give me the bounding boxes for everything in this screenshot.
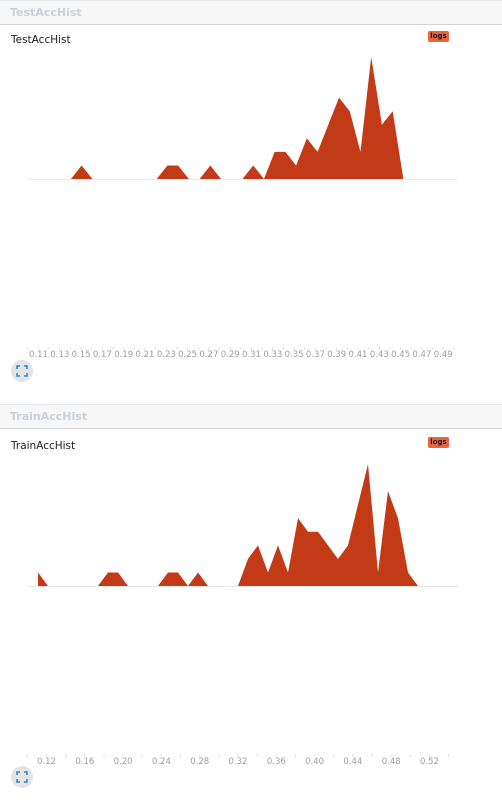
x-tick-label: 0.24	[152, 757, 171, 767]
x-tick-label: 0.28	[190, 757, 209, 767]
expand-icon	[16, 771, 28, 783]
x-tick-label: 0.25	[178, 350, 197, 360]
panel-2-chart: 0.12 0.16 0.20 0.24 0.28 0.32 0.36 0.40 0.44 0.48…	[26, 464, 458, 767]
x-tick-label: 0.40	[305, 757, 324, 767]
x-tick-label: 0.13	[50, 350, 69, 360]
x-tick-label: 0.19	[114, 350, 133, 360]
panel-1-header[interactable]: TestAccHist	[0, 0, 502, 25]
x-tick-label: 0.35	[285, 350, 304, 360]
x-tick-label: 0.37	[306, 350, 325, 360]
panel-2-header[interactable]: TrainAccHist	[0, 404, 502, 429]
x-tick-label: 0.52	[420, 757, 439, 767]
x-tick-label: 0.11	[29, 350, 48, 360]
expand-icon	[16, 365, 28, 377]
x-tick-label: 0.27	[199, 350, 218, 360]
x-tick-label: 0.44	[343, 757, 362, 767]
panel-1-expand-button[interactable]	[11, 360, 33, 382]
area-series	[38, 464, 448, 586]
x-tick-label: 0.29	[221, 350, 240, 360]
panel-1-header-title: TestAccHist	[10, 6, 82, 19]
x-tick-label: 0.23	[157, 350, 176, 360]
panel-2-header-title: TrainAccHist	[10, 410, 88, 423]
x-tick-label: 0.15	[72, 350, 91, 360]
x-tick-label: 0.31	[242, 350, 261, 360]
panel-1-chart: 0.11 0.13 0.15 0.17 0.19 0.21 0.23 0.25 0.27 0.29…	[27, 57, 457, 360]
panel-1-logs-badge[interactable]: logs	[428, 31, 449, 42]
panel-2-expand-button[interactable]	[11, 766, 33, 788]
x-tick-label: 0.49	[434, 350, 453, 360]
x-tick-label: 0.16	[75, 757, 94, 767]
x-tick-label: 0.32	[229, 757, 248, 767]
x-tick-label: 0.12	[37, 757, 56, 767]
x-tick-label: 0.33	[263, 350, 282, 360]
panel-1-chart-title: TestAccHist	[11, 34, 71, 46]
area-series	[28, 57, 404, 179]
x-tick-label: 0.36	[267, 757, 286, 767]
panel-2-chart-title: TrainAccHist	[11, 440, 76, 452]
x-tick-label: 0.39	[327, 350, 346, 360]
x-tick-label: 0.20	[114, 757, 133, 767]
panel-2-logs-badge[interactable]: logs	[428, 437, 449, 448]
panel-2-body: TrainAccHist logs 0.12 0.16 0.20 0.24 0.28 0.…	[0, 430, 502, 810]
x-tick-label: 0.47	[412, 350, 431, 360]
x-tick-label: 0.17	[93, 350, 112, 360]
x-tick-label: 0.43	[370, 350, 389, 360]
x-tick-label: 0.21	[136, 350, 155, 360]
x-tick-label: 0.48	[382, 757, 401, 767]
x-tick-label: 0.41	[349, 350, 368, 360]
panel-1-body: TestAccHist logs 0.11 0.13 0.15 0.17 0.19 0.2…	[0, 25, 502, 403]
x-tick-label: 0.45	[391, 350, 410, 360]
